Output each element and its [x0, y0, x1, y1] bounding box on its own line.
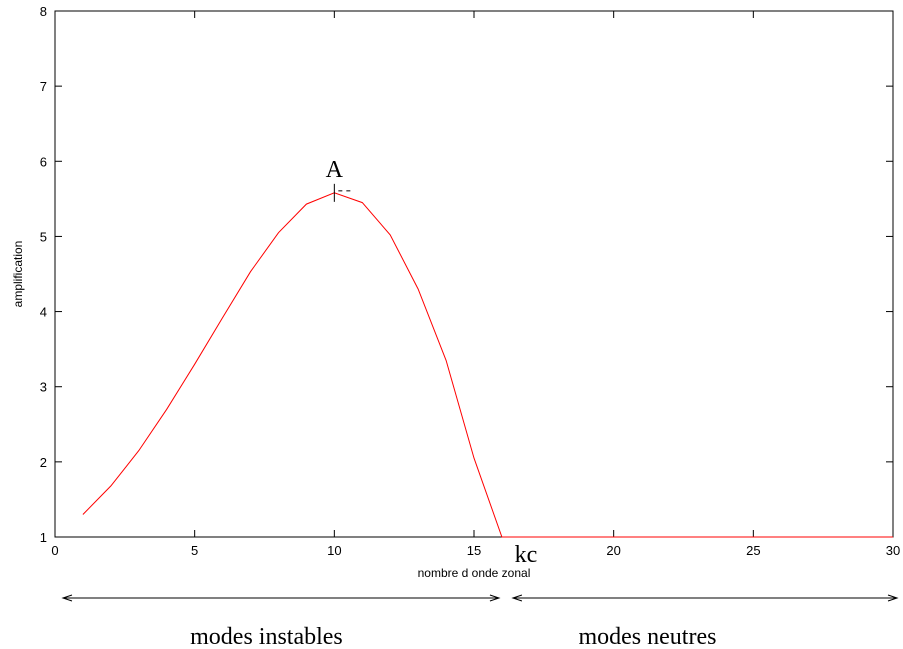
y-tick-labels: 1 2 3 4 5 6 7 8 [40, 4, 47, 545]
y-tick-label: 4 [40, 305, 47, 320]
x-axis-label: nombre d onde zonal [418, 566, 531, 580]
y-tick-label: 6 [40, 154, 47, 169]
x-tick-label: 15 [467, 543, 481, 558]
y-axis-label: amplification [11, 241, 25, 308]
y-tick-label: 7 [40, 79, 47, 94]
x-tick-labels: 0 5 10 15 20 25 30 [51, 543, 900, 558]
x-tick-label: 20 [606, 543, 620, 558]
critical-wavenumber-label: kc [515, 542, 538, 568]
axis-ticks [54, 10, 894, 538]
series-line [82, 192, 893, 538]
x-tick-label: 5 [191, 543, 198, 558]
neutral-arrow-head-left [511, 594, 523, 602]
y-tick-label: 5 [40, 229, 47, 244]
x-tick-label: 10 [327, 543, 341, 558]
region-label-neutral: modes neutres [578, 624, 716, 649]
y-tick-label: 1 [40, 530, 47, 545]
y-tick-label: 8 [40, 4, 47, 19]
region-label-unstable: modes instables [190, 624, 343, 649]
unstable-arrow-head-left [61, 594, 73, 602]
x-tick-label: 0 [51, 543, 58, 558]
y-tick-label: 2 [40, 455, 47, 470]
peak-label: A [326, 157, 344, 183]
region-arrows [61, 594, 899, 602]
peak-marker [333, 183, 351, 202]
unstable-arrow-head-right [489, 594, 501, 602]
y-tick-label: 3 [40, 380, 47, 395]
x-tick-label: 25 [746, 543, 760, 558]
neutral-arrow-head-right [887, 594, 899, 602]
x-tick-label: 30 [886, 543, 900, 558]
